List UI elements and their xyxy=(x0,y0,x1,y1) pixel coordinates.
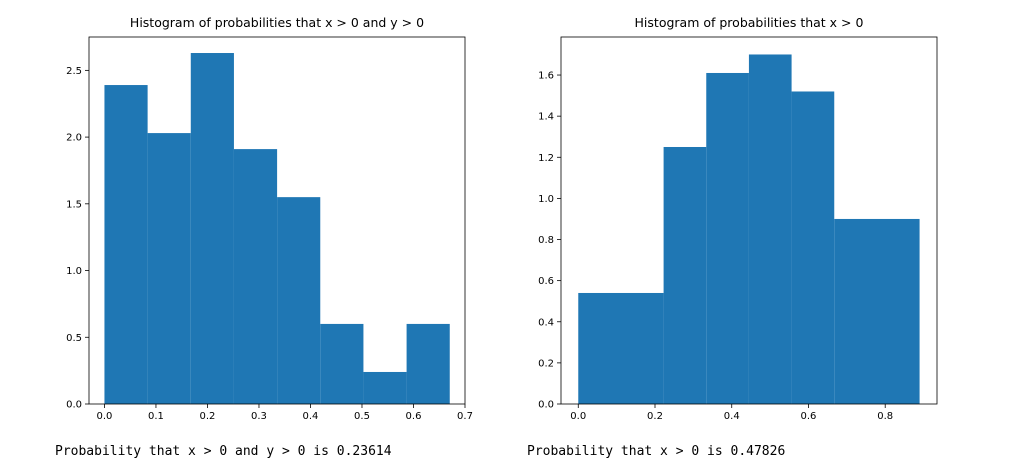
probability-output-both: Probability that x > 0 and y > 0 is 0.23… xyxy=(55,444,392,459)
bar-group xyxy=(104,53,450,404)
chart-title: Histogram of probabilities that x > 0 an… xyxy=(130,15,424,30)
y-tick-label: 0.0 xyxy=(538,400,554,411)
histogram-bar xyxy=(147,133,191,404)
y-tick-label: 1.0 xyxy=(538,194,554,205)
x-ticks: 0.0 0.1 0.2 0.3 0.4 0.5 0.6 0.7 xyxy=(96,404,473,422)
histogram-bar xyxy=(363,371,407,404)
histogram-bar xyxy=(748,54,792,404)
x-tick-label: 0.0 xyxy=(96,411,112,422)
histogram-bar xyxy=(578,292,664,404)
x-tick-label: 0.0 xyxy=(570,411,586,422)
chart-title: Histogram of probabilities that x > 0 xyxy=(635,15,864,30)
histogram-bar xyxy=(320,323,364,404)
y-tick-label: 0.8 xyxy=(538,235,554,246)
bar-group xyxy=(578,54,920,405)
x-ticks: 0.0 0.2 0.4 0.6 0.8 xyxy=(570,404,893,422)
chart-right: Histogram of probabilities that x > 0 0.… xyxy=(538,15,938,422)
histogram-bar xyxy=(706,72,749,404)
axes-frame xyxy=(88,36,466,405)
y-tick-label: 0.4 xyxy=(538,317,554,328)
x-tick-label: 0.7 xyxy=(457,411,473,422)
y-tick-label: 1.4 xyxy=(538,112,554,123)
y-tick-label: 2.5 xyxy=(66,66,82,77)
x-tick-label: 0.6 xyxy=(801,411,817,422)
x-tick-label: 0.2 xyxy=(200,411,216,422)
y-tick-label: 1.0 xyxy=(66,266,82,277)
y-tick-label: 1.5 xyxy=(66,199,82,210)
x-tick-label: 0.3 xyxy=(251,411,267,422)
histogram-bar xyxy=(190,53,234,404)
x-tick-label: 0.2 xyxy=(647,411,663,422)
histogram-bar xyxy=(406,323,450,404)
histogram-bar xyxy=(663,146,707,404)
x-tick-label: 0.4 xyxy=(724,411,740,422)
y-tick-label: 0.0 xyxy=(66,400,82,411)
probability-output-x: Probability that x > 0 is 0.47826 xyxy=(527,444,786,459)
histogram-bar xyxy=(834,218,920,404)
y-tick-label: 1.2 xyxy=(538,153,554,164)
y-tick-label: 0.5 xyxy=(66,333,82,344)
histogram-bar xyxy=(277,197,321,404)
histogram-bar xyxy=(104,85,148,404)
y-ticks: 0.0 0.2 0.4 0.6 0.8 1.0 1.2 1.4 1.6 xyxy=(538,71,561,411)
histogram-bar xyxy=(791,91,835,405)
x-tick-label: 0.4 xyxy=(303,411,319,422)
histogram-bar xyxy=(233,149,278,404)
chart-left: Histogram of probabilities that x > 0 an… xyxy=(66,15,473,422)
y-tick-label: 2.0 xyxy=(66,133,82,144)
x-tick-label: 0.8 xyxy=(877,411,893,422)
axes-frame xyxy=(560,36,938,405)
y-tick-label: 1.6 xyxy=(538,71,554,82)
y-ticks: 0.0 0.5 1.0 1.5 2.0 2.5 xyxy=(66,66,89,411)
y-tick-label: 0.2 xyxy=(538,358,554,369)
y-tick-label: 0.6 xyxy=(538,276,554,287)
x-tick-label: 0.6 xyxy=(406,411,422,422)
x-tick-label: 0.5 xyxy=(354,411,370,422)
x-tick-label: 0.1 xyxy=(148,411,164,422)
